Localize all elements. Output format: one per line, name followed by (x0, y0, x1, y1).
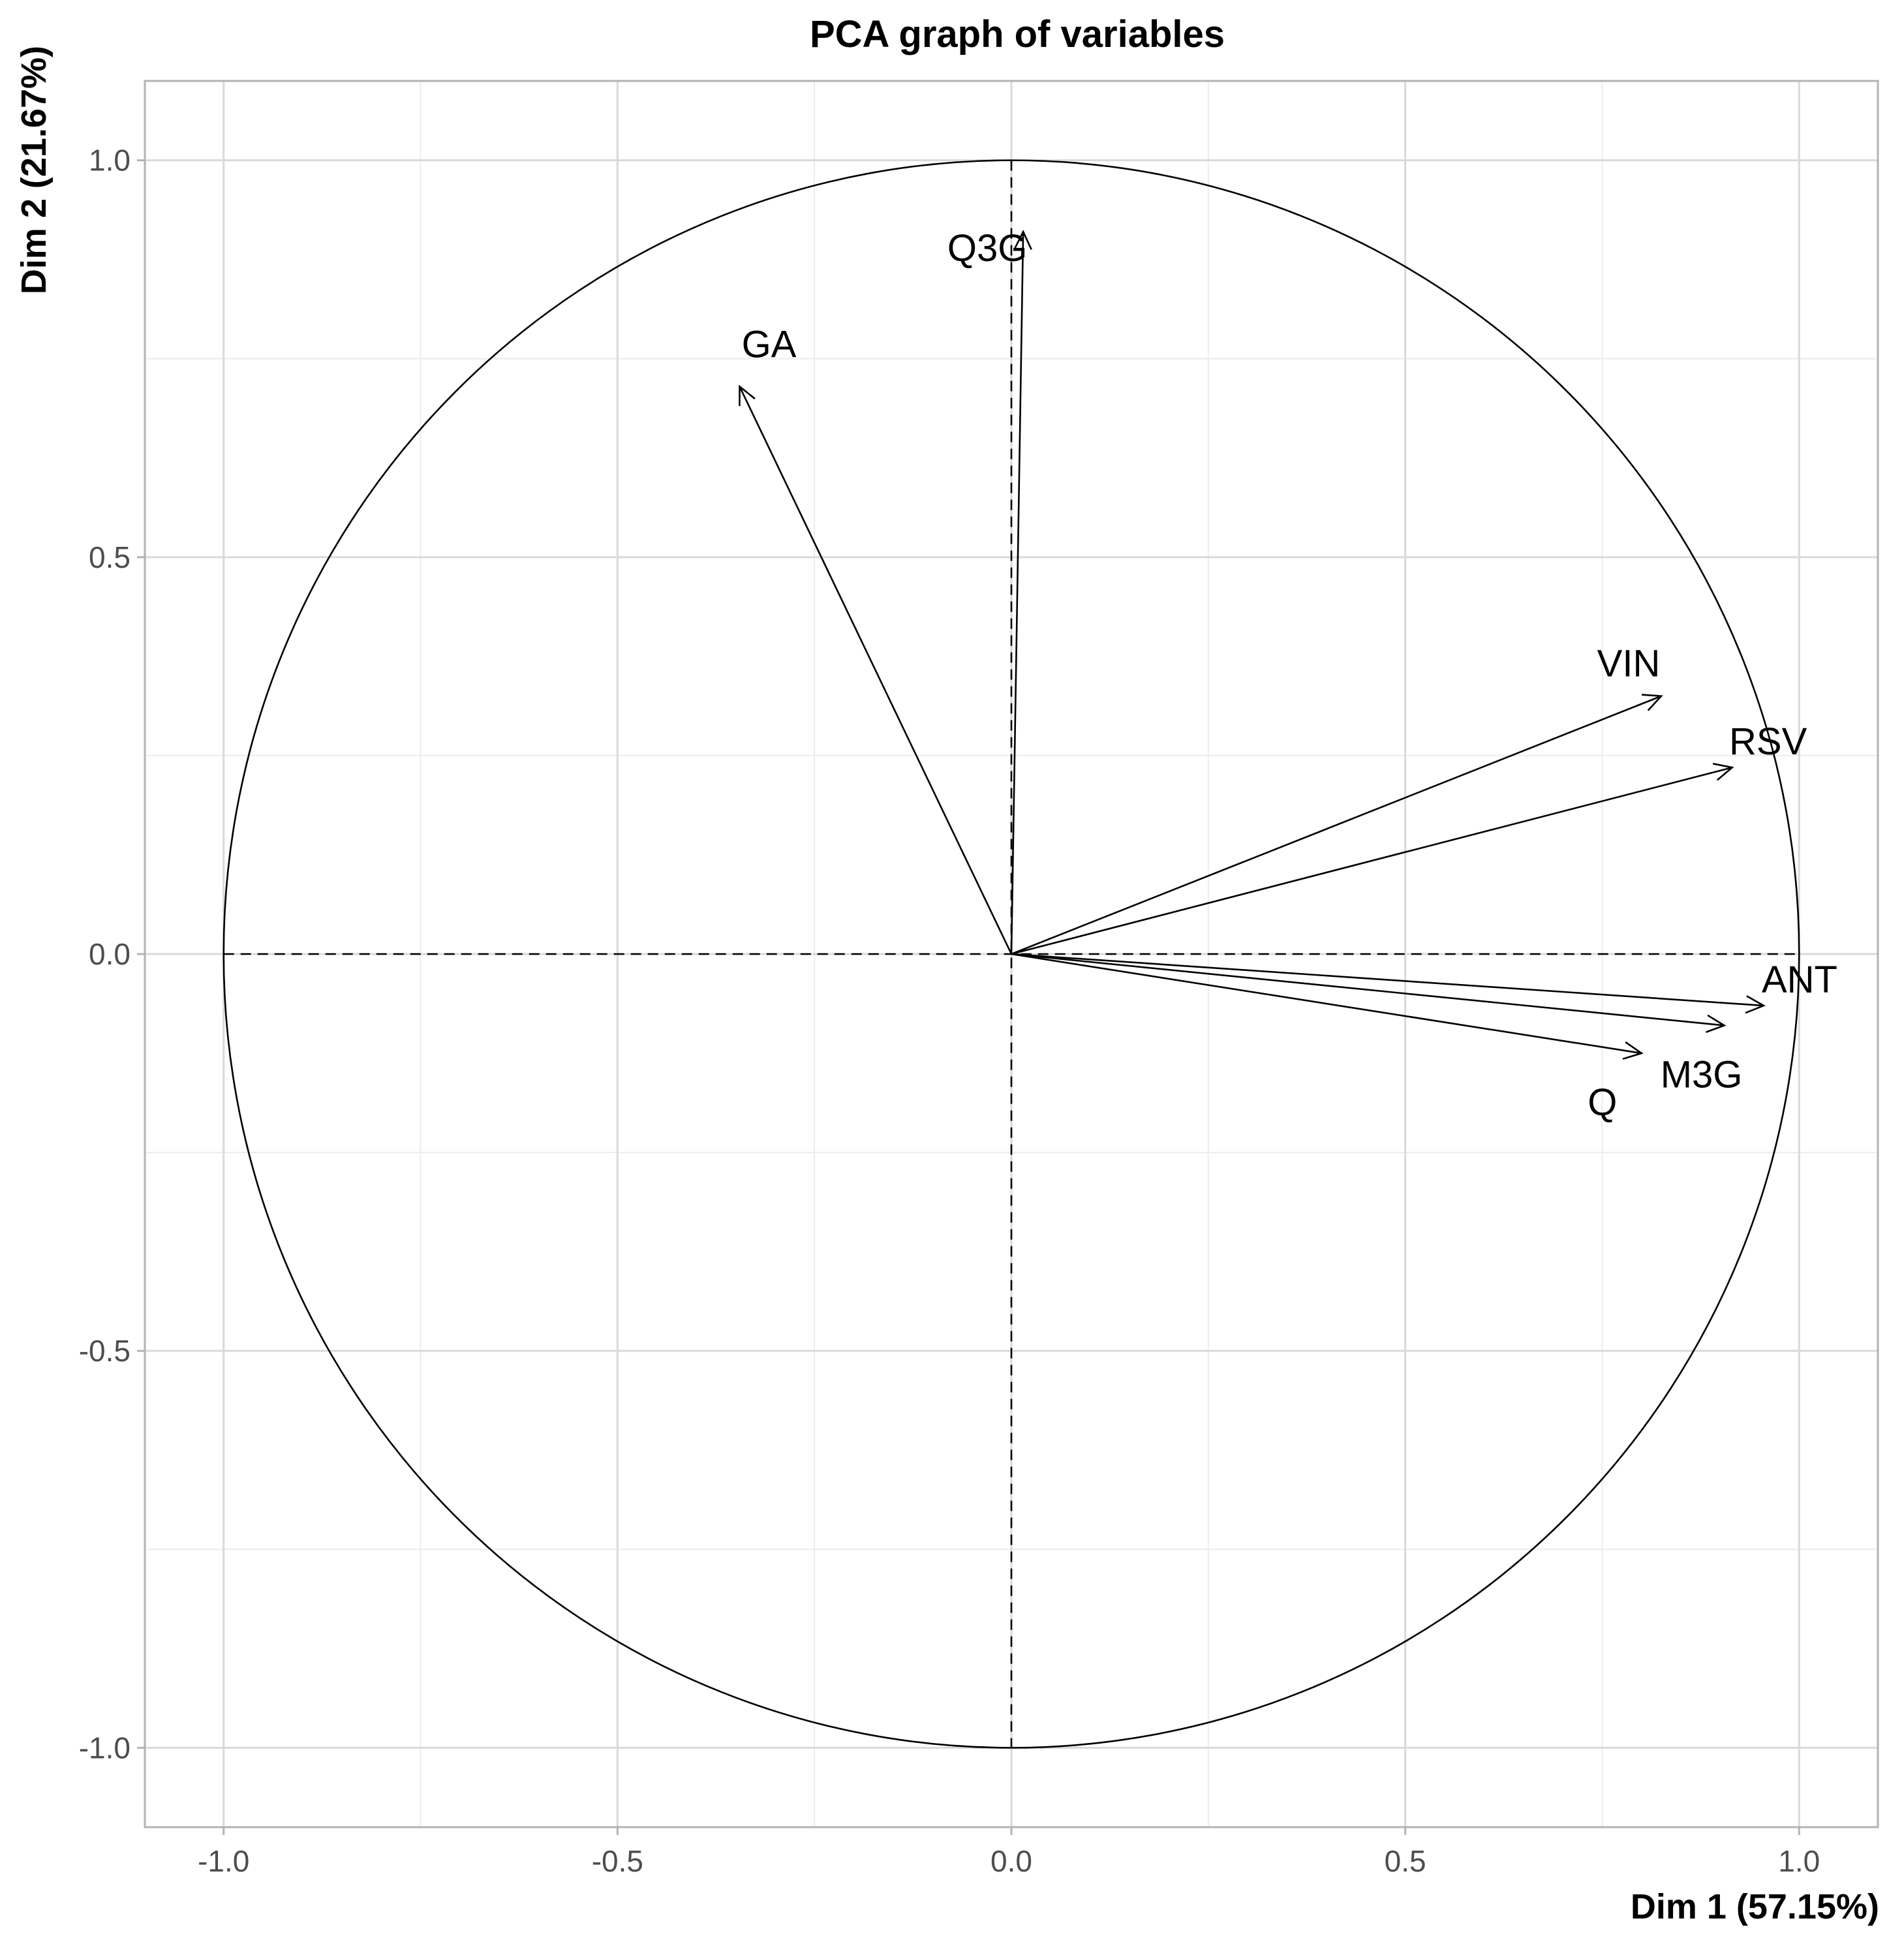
variable-arrow-ga (739, 384, 1013, 955)
arrow-shaft (739, 386, 1013, 955)
correlation-circle (223, 159, 1800, 1749)
variable-arrow-q (1011, 953, 1644, 1060)
variable-arrow-m3g (1011, 953, 1727, 1033)
x-tick-label: -1.0 (198, 1844, 249, 1878)
chart-title: PCA graph of variables (810, 13, 1225, 55)
x-tick-label: 1.0 (1778, 1844, 1820, 1878)
variable-arrow-ant (1011, 953, 1766, 1014)
variable-arrows (739, 230, 1766, 1060)
arrow-shaft (1011, 766, 1732, 955)
variable-label-ant: ANT (1762, 959, 1837, 1001)
y-tick-label: 1.0 (89, 144, 131, 177)
y-tick-labels: -1.0 -0.5 0.0 0.5 1.0 (79, 144, 131, 1765)
x-tick-label: 0.5 (1385, 1844, 1426, 1878)
arrow-head (739, 384, 756, 407)
variable-label-ga: GA (742, 323, 797, 365)
arrow-shaft (1010, 232, 1024, 955)
arrow-head (1712, 763, 1734, 781)
variable-arrow-vin (1011, 694, 1663, 955)
arrow-head (1745, 995, 1766, 1014)
variable-label-rsv: RSV (1729, 720, 1807, 763)
variable-arrow-q3g (1010, 230, 1032, 955)
arrow-shaft (1011, 953, 1725, 1026)
y-axis-title: Dim 2 (21.67%) (14, 46, 54, 294)
variable-labels: Q3G GA VIN RSV ANT M3G Q (742, 227, 1837, 1124)
arrow-head (1013, 230, 1032, 250)
variable-arrow-rsv (1011, 763, 1734, 955)
axis-ticks (137, 159, 1800, 1835)
variable-label-q: Q (1588, 1081, 1617, 1124)
variable-label-vin: VIN (1597, 643, 1661, 685)
y-tick-label: -1.0 (79, 1731, 131, 1765)
variable-label-m3g: M3G (1661, 1053, 1743, 1096)
x-tick-label: -0.5 (592, 1844, 643, 1878)
y-tick-label: -0.5 (79, 1334, 131, 1368)
variable-label-q3g: Q3G (947, 227, 1028, 270)
arrow-head (1705, 1014, 1727, 1033)
x-axis-title: Dim 1 (57.15%) (1631, 1887, 1879, 1926)
y-tick-label: 0.0 (89, 937, 131, 971)
x-tick-labels: -1.0 -0.5 0.0 0.5 1.0 (198, 1844, 1820, 1878)
arrow-shaft (1011, 695, 1662, 955)
arrow-head (1622, 1041, 1644, 1060)
arrow-shaft (1011, 953, 1764, 1007)
arrow-shaft (1011, 953, 1642, 1055)
y-tick-label: 0.5 (89, 540, 131, 574)
x-tick-label: 0.0 (990, 1844, 1032, 1878)
arrow-head (1641, 694, 1663, 711)
